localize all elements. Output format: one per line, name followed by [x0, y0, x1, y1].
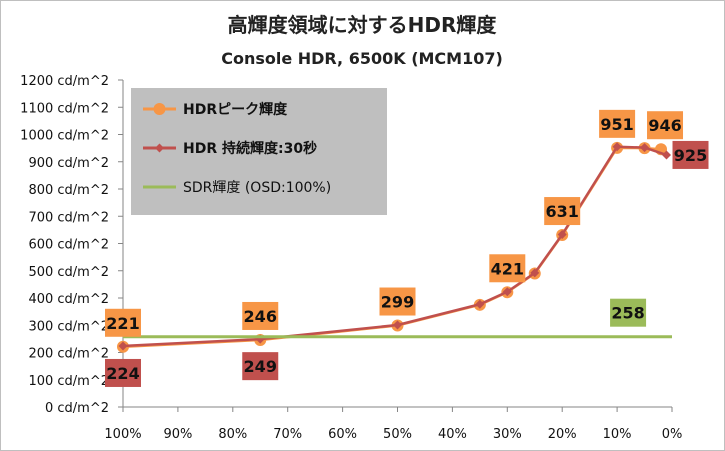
- sustained-point: [393, 320, 402, 330]
- x-tick-label: 50%: [383, 427, 412, 442]
- y-tick-label: 700 cd/m^2: [28, 210, 109, 225]
- callout: 631: [544, 197, 581, 226]
- sustained-point: [502, 287, 512, 297]
- y-tick-label: 200 cd/m^2: [28, 347, 109, 362]
- sustained-point: [557, 230, 567, 240]
- callout-box: [610, 298, 647, 327]
- plot-area: [117, 141, 672, 353]
- y-tick-label: 800 cd/m^2: [28, 183, 109, 198]
- callout: 946: [647, 111, 684, 140]
- sustained-point: [662, 150, 672, 160]
- x-tick-label: 20%: [548, 427, 577, 442]
- y-tick-label: 1200 cd/m^2: [20, 74, 109, 89]
- y-tick-label: 1000 cd/m^2: [20, 129, 109, 144]
- chart-title: 高輝度領域に対するHDR輝度: [228, 13, 498, 37]
- x-tick-label: 80%: [218, 427, 247, 442]
- legend: HDRピーク輝度 HDR 持続輝度:30秒 SDR輝度 (OSD:100%): [131, 88, 387, 215]
- callout-label: 946: [648, 116, 681, 135]
- legend-marker: [153, 103, 166, 115]
- callout-label: 299: [381, 293, 414, 312]
- callout: 246: [242, 301, 279, 330]
- callout-box: [242, 352, 279, 381]
- series-line-1: [122, 145, 667, 348]
- callout-label: 421: [491, 259, 524, 278]
- callout-label: 258: [611, 304, 644, 323]
- legend-label: HDRピーク輝度: [183, 101, 288, 118]
- x-tick-label: 0%: [662, 427, 683, 442]
- sustained-point: [640, 143, 650, 153]
- x-tick-label: 70%: [273, 427, 302, 442]
- callout-label: 224: [106, 364, 139, 383]
- y-tick-label: 0 cd/m^2: [45, 401, 109, 416]
- callout-label: 631: [545, 202, 578, 221]
- callout: 249: [242, 352, 279, 381]
- y-tick-label: 1100 cd/m^2: [20, 101, 109, 116]
- sustained-point: [530, 268, 540, 278]
- callout-box: [672, 140, 709, 169]
- callout-box: [599, 109, 636, 138]
- legend-marker: [155, 143, 164, 153]
- callout-box: [647, 111, 684, 140]
- y-tick-label: 300 cd/m^2: [28, 319, 109, 334]
- callout-label: 925: [674, 146, 707, 165]
- callout-label: 951: [600, 115, 633, 134]
- x-tick-label: 40%: [438, 427, 467, 442]
- legend-label: HDR 持続輝度:30秒: [183, 140, 317, 157]
- callout-label: 246: [244, 307, 277, 326]
- callout-box: [105, 308, 141, 337]
- callout-label: 249: [244, 357, 277, 376]
- data-callouts: 221 246 299 421 631 951 946 224 249 925 258: [105, 109, 709, 387]
- y-tick-label: 900 cd/m^2: [28, 156, 109, 171]
- callout: 421: [489, 254, 526, 283]
- callout: 224: [105, 358, 141, 387]
- y-tick-label: 500 cd/m^2: [28, 265, 109, 280]
- legend-label: SDR輝度 (OSD:100%): [183, 180, 331, 196]
- y-tick-label: 400 cd/m^2: [28, 292, 109, 307]
- callout-label: 221: [106, 314, 139, 333]
- x-tick-label: 30%: [493, 427, 522, 442]
- callout: 299: [379, 287, 416, 316]
- x-tick-label: 100%: [104, 427, 141, 442]
- callout-box: [105, 358, 141, 387]
- sustained-point: [612, 142, 622, 152]
- callout: 951: [599, 109, 636, 138]
- callout-box: [379, 287, 416, 316]
- callout: 925: [672, 140, 709, 169]
- y-tick-label: 600 cd/m^2: [28, 238, 109, 253]
- callout-box: [489, 254, 526, 283]
- sustained-point: [118, 341, 128, 351]
- callout-box: [242, 301, 279, 330]
- y-tick-label: 100 cd/m^2: [28, 374, 109, 389]
- callout: 258: [610, 298, 647, 327]
- sustained-point: [475, 299, 485, 309]
- callout: 221: [105, 308, 141, 337]
- x-tick-label: 90%: [163, 427, 192, 442]
- callout-box: [544, 197, 581, 226]
- x-tick-label: 10%: [603, 427, 632, 442]
- chart-subtitle: Console HDR, 6500K (MCM107): [221, 49, 503, 68]
- x-tick-label: 60%: [328, 427, 357, 442]
